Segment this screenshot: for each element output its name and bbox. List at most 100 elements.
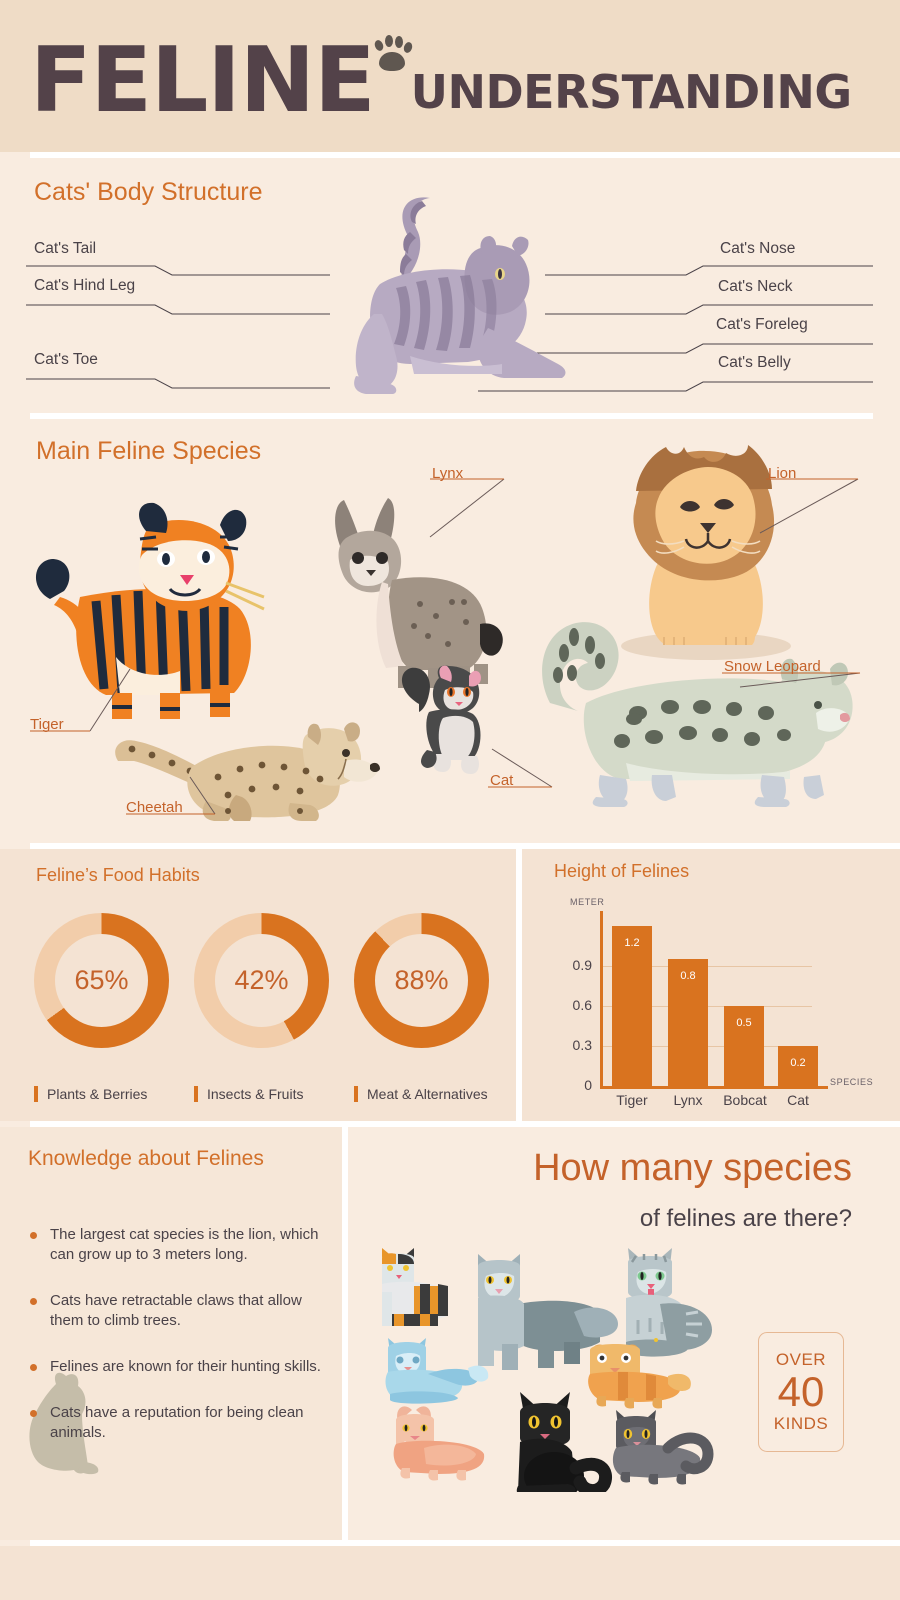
calico-cat-icon [382, 1248, 448, 1326]
species-label-lion: Lion [768, 465, 797, 482]
donut-chart-plants: 65% [34, 913, 169, 1048]
divider-footer [30, 1540, 900, 1546]
bar-chart: METER SPECIES 0.9 0.6 0.3 0 1.2 0.8 0.5 [522, 849, 900, 1121]
title-row: FELINE UNDERSTANDING [30, 27, 852, 133]
fact-text: Cats have a reputation for being clean a… [50, 1403, 304, 1441]
divider-stats-vertical [516, 849, 522, 1121]
bullet-icon [30, 1409, 37, 1417]
label-cats-hind-leg: Cat's Hind Leg [34, 277, 136, 294]
sitting-cat-silhouette [29, 1372, 99, 1475]
leader-lines-species [30, 478, 861, 815]
height-chart-panel: Height of Felines METER SPECIES 0.9 0.6 … [522, 849, 900, 1121]
tiger-illustration [35, 502, 265, 719]
facts-list: The largest cat species is the lion, whi… [30, 1225, 326, 1469]
label-cats-nose: Cat's Nose [720, 240, 796, 257]
legend-marker [354, 1086, 358, 1102]
label-cats-belly: Cat's Belly [718, 354, 791, 371]
y-tick-0.3: 0.3 [572, 1037, 592, 1053]
x-tick-tiger: Tiger [616, 1092, 648, 1108]
fact-item: The largest cat species is the lion, whi… [30, 1225, 326, 1265]
species-label-tiger: Tiger [30, 716, 64, 733]
bar-bobcat [724, 1006, 764, 1086]
cat-illustration [401, 665, 481, 774]
fact-item: Felines are known for their hunting skil… [30, 1357, 326, 1377]
species-label-lynx: Lynx [432, 465, 464, 482]
silver-tabby-cat-icon [626, 1248, 712, 1357]
label-cats-toe: Cat's Toe [34, 351, 98, 368]
badge-number: 40 [777, 1367, 825, 1415]
y-axis-label: METER [570, 897, 605, 907]
y-tick-0.6: 0.6 [572, 997, 592, 1013]
legend-item-meat: Meat & Alternatives [354, 1086, 488, 1102]
bullet-icon [30, 1232, 37, 1239]
legend-marker [34, 1086, 38, 1102]
donut-value-meat: 88% [394, 965, 449, 995]
bar-cat [778, 1046, 818, 1086]
fact-item: Cats have retractable claws that allow t… [30, 1291, 326, 1331]
height-chart-title: Height of Felines [554, 861, 690, 881]
leader-lines-body [26, 265, 873, 392]
bar-lynx [668, 959, 708, 1086]
page-subtitle: UNDERSTANDING [410, 65, 852, 119]
x-tick-cat: Cat [787, 1092, 809, 1108]
page-header: FELINE UNDERSTANDING [0, 0, 900, 152]
badge-over-label: OVER [775, 1349, 827, 1369]
donut-chart-meat: 88% [354, 913, 489, 1048]
knowledge-title: Knowledge about Felines [28, 1147, 264, 1170]
label-cats-neck: Cat's Neck [718, 278, 793, 295]
x-tick-bobcat: Bobcat [723, 1092, 767, 1108]
peach-cat-icon [393, 1406, 485, 1481]
species-section: Main Feline Species [0, 419, 900, 844]
body-structure-title: Cats' Body Structure [34, 178, 263, 206]
legend-item-insects: Insects & Fruits [194, 1086, 303, 1102]
species-title: Main Feline Species [36, 437, 262, 465]
bar-value-lynx: 0.8 [680, 970, 696, 982]
legend-marker [194, 1086, 198, 1102]
snow-leopard-illustration [542, 622, 853, 807]
food-habits-panel: Feline’s Food Habits 65% 42% 88% Plants … [0, 849, 516, 1121]
fact-item: Cats have a reputation for being clean a… [30, 1403, 326, 1443]
species-label-cat: Cat [490, 772, 514, 789]
x-axis-label: SPECIES [830, 1077, 874, 1087]
bar-value-bobcat: 0.5 [736, 1017, 752, 1029]
bullet-icon [30, 1363, 37, 1371]
legend-item-plants: Plants & Berries [34, 1086, 147, 1102]
x-tick-lynx: Lynx [673, 1092, 703, 1108]
paw-print-icon [371, 32, 414, 76]
lion-illustration [621, 445, 791, 660]
species-label-cheetah: Cheetah [126, 799, 183, 816]
bullet-icon [30, 1297, 37, 1305]
species-label-snow-leopard: Snow Leopard [724, 658, 821, 675]
fact-text: Cats have retractable claws that allow t… [50, 1291, 302, 1329]
blue-cat-icon [385, 1338, 489, 1404]
x-axis [600, 1086, 828, 1089]
label-cats-tail: Cat's Tail [34, 240, 97, 257]
bar-tiger [612, 926, 652, 1086]
cats-grid-illustration [382, 1248, 714, 1492]
fact-text: Felines are known for their hunting skil… [50, 1357, 321, 1375]
divider-species-stats [30, 843, 900, 849]
species-question-line1: How many species [533, 1147, 852, 1189]
donut-chart-insects: 42% [194, 913, 329, 1048]
kinds-badge: OVER 40 KINDS [758, 1332, 844, 1452]
donut-value-plants: 65% [74, 965, 129, 995]
divider-bottom-vertical [342, 1127, 348, 1540]
dark-gray-cat-icon [612, 1410, 714, 1485]
donut-value-insects: 42% [234, 965, 289, 995]
y-axis [600, 911, 603, 1086]
stats-row: Feline’s Food Habits 65% 42% 88% Plants … [0, 849, 900, 1121]
black-cat-icon [516, 1392, 612, 1492]
page-footer [0, 1546, 900, 1600]
bar-value-tiger: 1.2 [624, 937, 640, 949]
legend-label-meat: Meat & Alternatives [367, 1086, 488, 1102]
label-cats-foreleg: Cat's Foreleg [716, 316, 808, 333]
knowledge-panel: Knowledge about Felines The largest cat … [0, 1127, 342, 1540]
page-title: FELINE [30, 27, 376, 133]
food-habits-title: Feline’s Food Habits [36, 865, 200, 885]
species-question-line2: of felines are there? [639, 1205, 852, 1232]
legend-label-insects: Insects & Fruits [207, 1086, 304, 1102]
divider-body-species [30, 413, 873, 419]
cheetah-illustration [115, 722, 380, 821]
y-tick-0.9: 0.9 [572, 957, 592, 973]
